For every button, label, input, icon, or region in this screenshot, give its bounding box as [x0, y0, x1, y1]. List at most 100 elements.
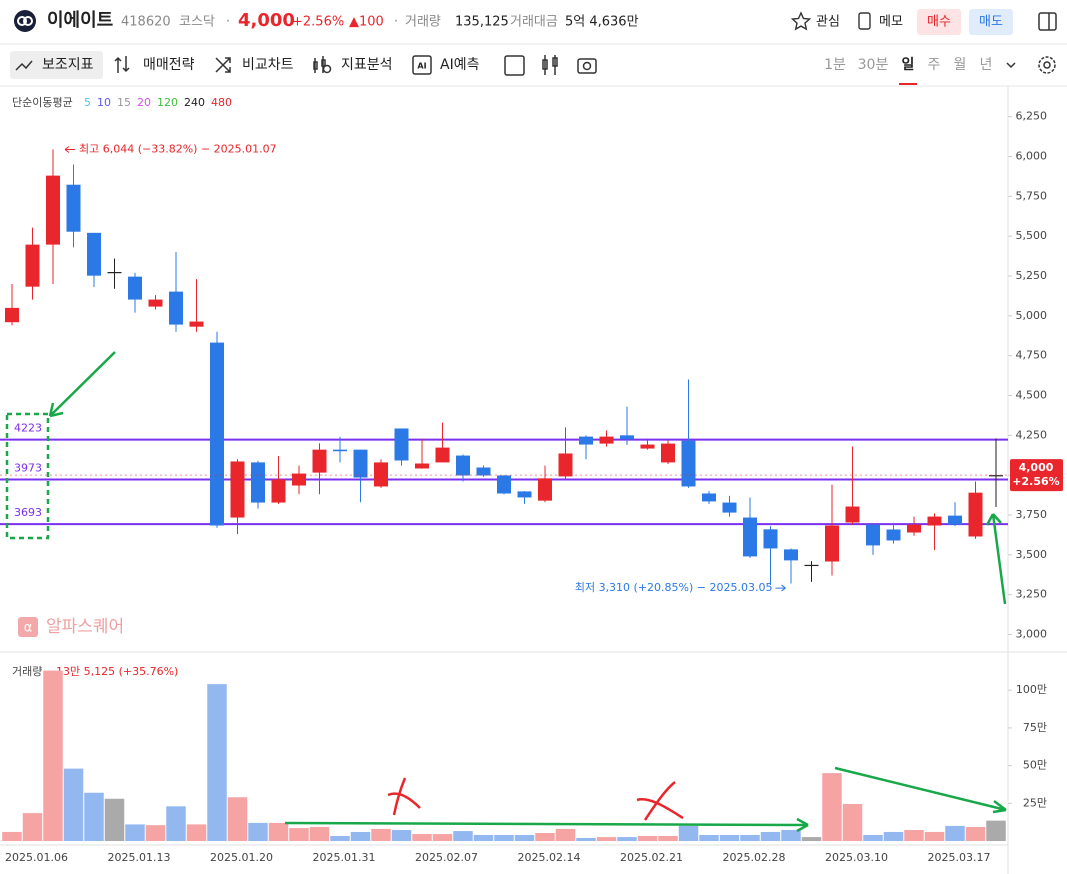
chart-type-icon[interactable]: [542, 55, 558, 75]
volume-bar: [43, 670, 63, 841]
candle-body: [25, 244, 40, 287]
volume-bar: [699, 834, 719, 841]
camera-icon[interactable]: [577, 58, 597, 74]
candle-body: [681, 440, 696, 487]
volume-bar: [822, 773, 842, 841]
volume-bar: [453, 831, 473, 841]
last-price-label: 4,000: [1019, 461, 1054, 474]
volume-bar: [924, 831, 945, 841]
x-tick-label: 2025.02.21: [620, 851, 683, 864]
sell-button-bg[interactable]: [969, 9, 1013, 35]
volume-bar: [186, 824, 207, 841]
strategy-icon: [114, 56, 130, 73]
period-tab[interactable]: 1분: [824, 57, 846, 73]
candle-body: [271, 479, 286, 503]
chevron[interactable]: [1006, 62, 1016, 69]
indicator-button[interactable]: 보조지표: [42, 57, 94, 73]
amount: 5억 4,636만: [565, 15, 639, 30]
watermark-icon-glyph: α: [24, 621, 33, 636]
price-plot: 3,000 3,250 3,500 3,750 4,000 4,250 4,500 4,750…: [0, 110, 1063, 864]
candle-body: [353, 449, 368, 478]
volume-bar: [371, 828, 391, 841]
candle-body: [620, 435, 634, 440]
period-tab[interactable]: 주: [928, 57, 941, 73]
candle-body: [825, 525, 839, 562]
sell-button[interactable]: 매도: [979, 15, 1003, 30]
y-tick-label: 25만: [1023, 796, 1047, 809]
annotation-arrow: [64, 146, 75, 153]
volume-bar: [145, 825, 166, 841]
period-tab[interactable]: 월: [954, 57, 967, 73]
volume-bar: [678, 825, 699, 841]
candle-body: [251, 462, 265, 503]
stock-name: 이에이트: [47, 10, 113, 31]
y-tick-label: 5,500: [1016, 229, 1048, 242]
stock-code: 418620: [121, 15, 171, 30]
ai-button[interactable]: AI예측: [440, 57, 480, 73]
ma-legend-item: 120: [157, 96, 178, 109]
period-tab[interactable]: 30분: [858, 57, 889, 73]
volume-bar: [904, 829, 924, 841]
volume-bar: [863, 834, 883, 841]
compare-button[interactable]: 비교차트: [242, 57, 294, 73]
candle-body: [866, 524, 880, 546]
x-tick-label: 2025.02.07: [415, 851, 478, 864]
watermark: 알파스퀘어: [46, 617, 124, 637]
volume-bar: [719, 834, 740, 841]
price: 4,000: [238, 10, 295, 31]
indicator-button-bg[interactable]: [10, 51, 103, 79]
ma-legend: 단순이동평균 5 10 15 20 120 240 480: [12, 96, 232, 109]
compare-icon: [215, 57, 231, 73]
x-tick-label: 2025.01.06: [5, 851, 68, 864]
x-tick-label: 2025.02.14: [518, 851, 581, 864]
volume-bar: [596, 837, 617, 841]
ma-legend-item: 10: [97, 96, 111, 109]
star-icon[interactable]: [790, 11, 812, 31]
candle-body: [435, 447, 450, 463]
y-tick-label: 3,250: [1016, 588, 1048, 601]
watch-button[interactable]: 관심: [816, 15, 840, 30]
strategy-button[interactable]: 매매전략: [143, 57, 195, 73]
x-tick-label: 2025.03.17: [928, 851, 991, 864]
green-arrow: [834, 766, 1007, 814]
memo-button[interactable]: 메모: [879, 15, 903, 30]
ma-legend-item: 15: [117, 96, 131, 109]
panel-icon[interactable]: [1038, 12, 1057, 31]
volume-bar: [309, 826, 330, 841]
green-arrow: [985, 513, 1007, 605]
y-tick-label: 4,750: [1016, 349, 1048, 362]
volume-bar: [494, 834, 514, 841]
camera-icon: [582, 61, 592, 71]
dashed-box: [5, 412, 50, 540]
volume-bar: [945, 825, 965, 841]
draw-tool[interactable]: [504, 55, 525, 76]
volume-bar: [658, 836, 678, 841]
analysis-icon: [313, 56, 326, 73]
buy-button-bg[interactable]: [917, 9, 961, 35]
buy-button[interactable]: 매수: [927, 15, 951, 30]
candle-body: [456, 455, 470, 476]
y-tick-label: 5,750: [1016, 189, 1048, 202]
candle-body: [312, 449, 327, 473]
candle-body: [46, 175, 60, 245]
volume-plot: 거래량 13만 5,125 (+35.76%) 25만 50만 75만 100만: [2, 665, 1047, 841]
market: 코스닥: [179, 15, 215, 30]
memo-icon[interactable]: [858, 12, 871, 30]
period-tab[interactable]: 년: [980, 57, 993, 73]
high-annotation: 최고 6,044 (−33.82%) − 2025.01.07: [79, 142, 277, 155]
settings-icon[interactable]: [1038, 56, 1056, 74]
y-tick-label: 100만: [1016, 683, 1047, 696]
candle-body: [476, 467, 491, 476]
volume-bar: [166, 806, 186, 841]
x-tick-label: 2025.01.20: [210, 851, 273, 864]
volume-bar: [760, 831, 781, 841]
ma-legend-item: 480: [211, 96, 232, 109]
red-x: [636, 781, 684, 821]
analysis-button[interactable]: 지표분석: [341, 57, 393, 73]
green-arrow: [284, 817, 809, 833]
volume-label: 거래량: [405, 15, 441, 30]
y-tick-label: 3,500: [1016, 548, 1048, 561]
red-x: [387, 777, 421, 816]
period-tab[interactable]: 일: [902, 57, 915, 73]
